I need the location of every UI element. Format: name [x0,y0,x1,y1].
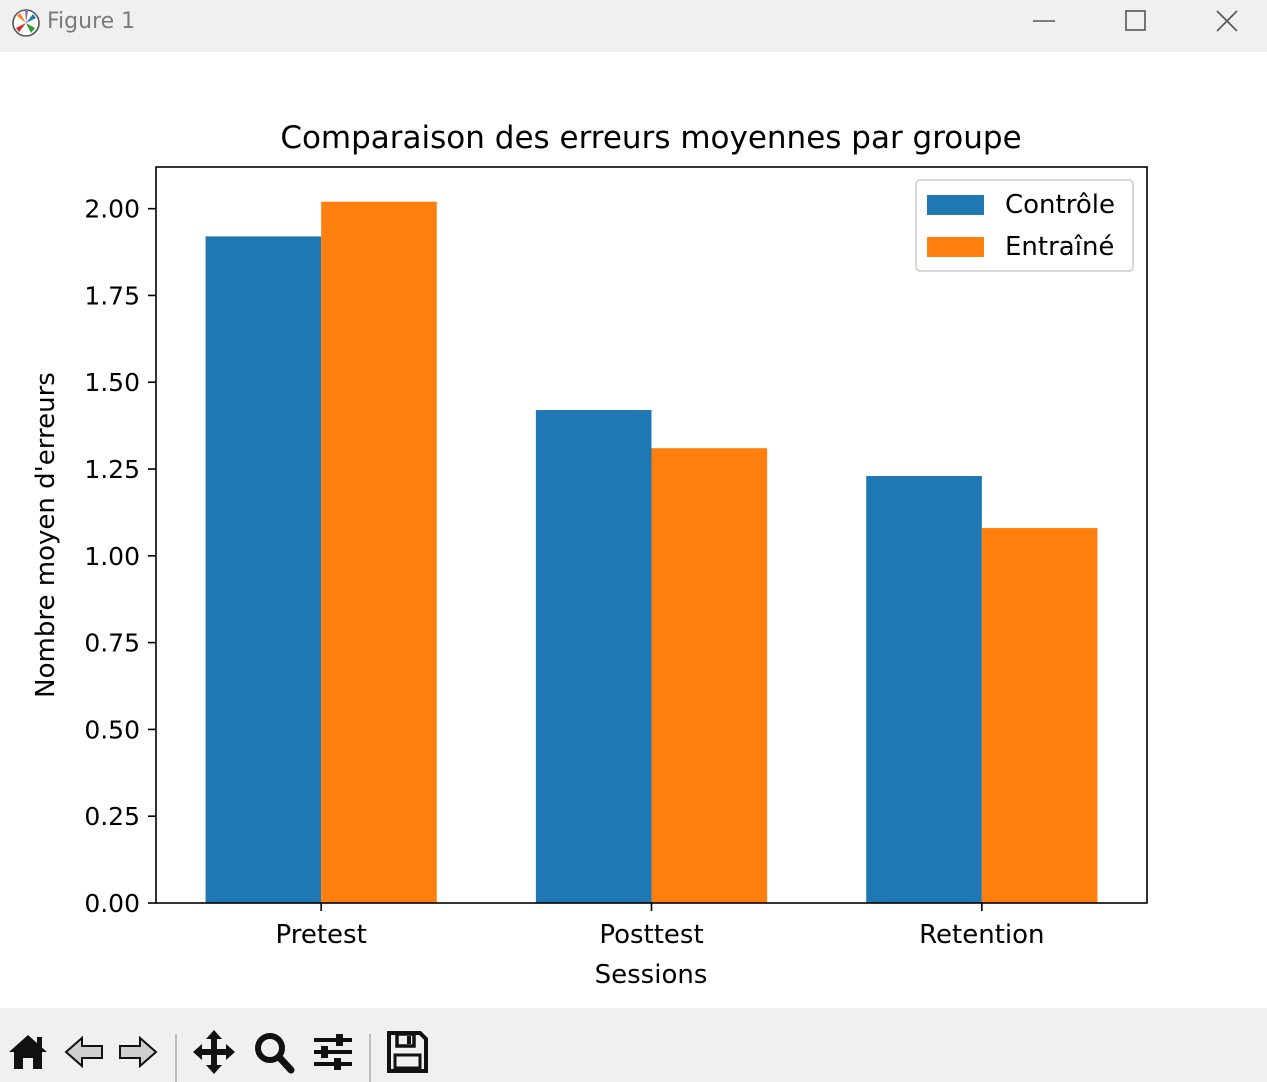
x-tick-label: Retention [919,920,1044,950]
figure-canvas: Comparaison des erreurs moyennes par gro… [0,52,1267,1008]
legend: Contrôle Entraîné [915,179,1134,272]
bar-entraine-retention [981,528,1098,903]
home-icon[interactable] [6,1028,50,1076]
x-tick-label: Pretest [276,920,367,950]
pan-icon[interactable] [191,1028,237,1076]
forward-arrow-icon[interactable] [116,1028,160,1076]
minimize-icon[interactable] [1024,6,1064,40]
y-tick-label: 1.50 [84,368,140,397]
maximize-icon[interactable] [1115,6,1155,40]
window-title: Figure 1 [47,9,136,34]
bar-controle-pretest [205,236,322,903]
bar-chart: Comparaison des erreurs moyennes par gro… [31,120,1148,990]
legend-swatch-entraine [927,237,984,257]
window-titlebar: Figure 1 [0,0,1267,52]
configure-subplots-icon[interactable] [310,1028,356,1076]
chart-title: Comparaison des erreurs moyennes par gro… [280,120,1021,156]
bar-entraine-pretest [321,201,437,903]
y-tick-label: 2.00 [84,195,140,224]
plot-frame [155,166,1148,904]
y-tick-label: 0.75 [84,629,140,658]
y-tick-label: 1.00 [84,542,140,571]
save-icon[interactable] [384,1028,430,1076]
x-tick-label: Posttest [599,920,703,950]
toolbar-separator [175,1034,177,1082]
y-axis-label: Nombre moyen d'erreurs [31,372,61,698]
y-tick-label: 1.25 [84,455,140,484]
y-tick-label: 0.50 [84,715,140,744]
bar-entraine-posttest [651,448,768,903]
navigation-toolbar [0,1008,1267,1082]
legend-swatch-controle [927,195,984,215]
y-tick-label: 1.75 [84,281,140,310]
legend-label-entraine: Entraîné [1005,232,1114,262]
legend-label-controle: Contrôle [1005,190,1115,220]
bar-controle-retention [866,475,982,903]
matplotlib-logo-icon [12,9,40,37]
x-axis-label: Sessions [595,960,708,990]
close-icon[interactable] [1208,6,1248,40]
bar-controle-posttest [535,410,652,903]
y-tick-label: 0.00 [84,889,140,918]
y-tick-label: 0.25 [84,802,140,831]
zoom-icon[interactable] [251,1028,297,1076]
back-arrow-icon[interactable] [62,1028,106,1076]
toolbar-separator [369,1034,371,1082]
